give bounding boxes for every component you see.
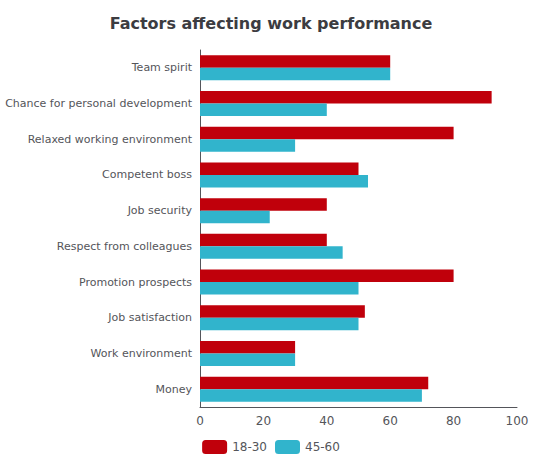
svg-text:Respect from colleagues: Respect from colleagues: [57, 240, 192, 253]
svg-text:Competent boss: Competent boss: [102, 168, 192, 181]
svg-text:Factors affecting work perform: Factors affecting work performance: [110, 14, 433, 33]
svg-text:80: 80: [446, 414, 461, 428]
svg-text:100: 100: [506, 414, 529, 428]
svg-text:45-60: 45-60: [305, 440, 340, 454]
svg-text:Job satisfaction: Job satisfaction: [107, 311, 192, 324]
svg-text:Relaxed working environment: Relaxed working environment: [28, 133, 193, 146]
svg-text:Promotion prospects: Promotion prospects: [79, 276, 192, 289]
svg-text:0: 0: [196, 414, 204, 428]
svg-text:Chance for personal developmen: Chance for personal development: [5, 97, 193, 110]
svg-text:Money: Money: [156, 383, 193, 396]
svg-text:60: 60: [383, 414, 398, 428]
svg-text:Team spirit: Team spirit: [131, 61, 193, 74]
svg-text:20: 20: [256, 414, 271, 428]
svg-text:Job security: Job security: [127, 204, 193, 217]
svg-text:18-30: 18-30: [232, 440, 267, 454]
svg-text:40: 40: [319, 414, 334, 428]
svg-text:Work environment: Work environment: [91, 347, 193, 360]
